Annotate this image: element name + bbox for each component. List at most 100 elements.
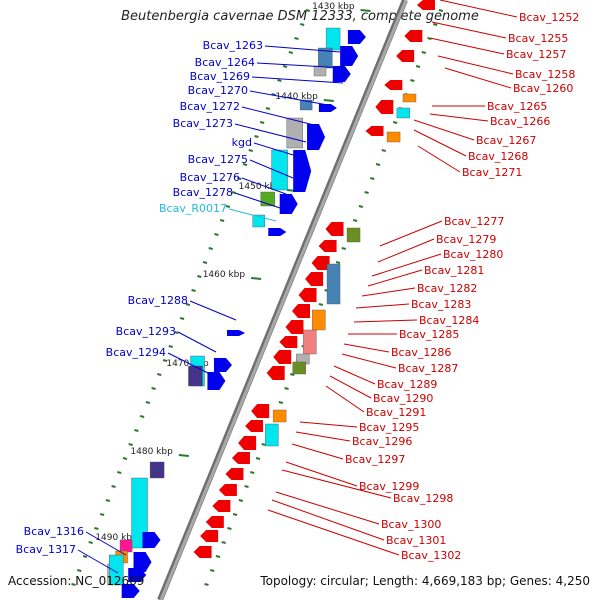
- gene-label-left: Bcav_1316: [24, 525, 84, 538]
- cog-block-reverse: [312, 309, 326, 331]
- track-dot-right: [381, 149, 386, 152]
- track-dot-right: [210, 569, 215, 572]
- gene-label-right: Bcav_1295: [359, 421, 419, 434]
- track-dot-right: [284, 387, 289, 390]
- track-dot-right: [227, 527, 232, 530]
- track-dot-right: [261, 443, 266, 446]
- label-leader-right: [353, 319, 418, 323]
- gene-arrow-forward: [307, 124, 326, 150]
- label-leader-left: [177, 331, 217, 353]
- label-leader-left: [77, 549, 119, 574]
- gene-label-right: Bcav_1267: [476, 134, 536, 147]
- label-leader-right: [377, 238, 435, 263]
- track-dot-left: [151, 387, 156, 390]
- gene-label-right: Bcav_1301: [386, 534, 446, 547]
- track-dot-right: [204, 583, 209, 586]
- label-leader-right: [437, 55, 514, 75]
- gene-label-left: Bcav_R0017: [159, 202, 227, 215]
- track-dot-right: [370, 177, 375, 180]
- label-leader-left: [249, 159, 294, 179]
- label-leader-left: [249, 90, 329, 106]
- track-dot-right: [341, 247, 346, 250]
- gene-label-right: Bcav_1258: [515, 68, 575, 81]
- track-dot-left: [145, 401, 151, 404]
- track-dot-left: [305, 9, 311, 12]
- gene-arrow-reverse: [396, 50, 415, 62]
- label-leader-left: [241, 106, 315, 126]
- label-leader-left: [256, 62, 346, 69]
- gene-label-right: Bcav_1298: [393, 492, 453, 505]
- label-leader-left: [189, 300, 237, 321]
- label-leader-right: [444, 67, 512, 89]
- gene-arrow-reverse: [200, 530, 219, 542]
- gene-label-left: Bcav_1275: [188, 153, 248, 166]
- track-dot-left: [157, 373, 162, 376]
- track-dot-left: [277, 79, 282, 82]
- gene-arrow-reverse: [404, 30, 423, 42]
- cog-block-forward: [119, 539, 133, 553]
- backbone: [159, 0, 408, 600]
- track-dot-right: [415, 65, 421, 68]
- track-dot-left: [191, 289, 196, 292]
- label-leader-right: [329, 375, 372, 399]
- track-dot-left: [117, 471, 122, 474]
- backbone-layer: [157, 0, 408, 600]
- gene-label-right: Bcav_1265: [487, 100, 547, 113]
- gene-arrow-forward: [318, 104, 337, 112]
- gene-label-left: Bcav_1264: [195, 56, 255, 69]
- gene-label-left: Bcav_1269: [190, 70, 250, 83]
- label-leader-right: [291, 443, 344, 460]
- label-leader-left: [234, 192, 281, 209]
- gene-label-right: Bcav_1268: [468, 150, 528, 163]
- cog-block-forward: [325, 27, 341, 51]
- gene-label-right: Bcav_1286: [391, 346, 451, 359]
- cog-block-reverse: [326, 263, 341, 305]
- gene-arrow-reverse: [231, 452, 250, 464]
- gene-arrow-forward: [268, 228, 287, 236]
- gene-arrow-reverse: [212, 500, 231, 512]
- gene-arrow-forward: [128, 568, 147, 582]
- gene-label-right: Bcav_1281: [424, 264, 484, 277]
- track-dot-left: [139, 415, 145, 418]
- topology-text: Topology: circular;: [260, 574, 369, 588]
- track-dot-left: [219, 219, 225, 222]
- gene-arrow-reverse: [305, 272, 324, 286]
- track-dot-right: [352, 219, 358, 222]
- gene-label-right: Bcav_1287: [398, 362, 458, 375]
- track-dot-left: [225, 205, 231, 208]
- gene-arrow-reverse: [384, 80, 403, 90]
- label-leader-left: [251, 76, 344, 84]
- label-leader-right: [431, 21, 507, 39]
- gene-arrow-reverse: [266, 366, 285, 380]
- genes-count-text: Genes: 4,250: [509, 574, 590, 588]
- gene-arrow-reverse: [279, 336, 298, 348]
- genome-stats: Topology: circular; Length: 4,669,183 bp…: [260, 574, 590, 588]
- track-dot-left: [111, 485, 116, 488]
- track-dot-left: [128, 443, 133, 446]
- label-leader-right: [429, 37, 505, 55]
- gene-label-left: Bcav_1263: [203, 39, 263, 52]
- gene-arrow-forward: [340, 46, 359, 66]
- track-dot-left: [231, 191, 236, 194]
- gene-arrow-forward: [347, 30, 366, 44]
- label-leader-right: [343, 343, 390, 353]
- track-dot-left: [99, 513, 105, 516]
- kbp-tick-label: 1490 kbp: [95, 533, 138, 543]
- track-dot-left: [88, 541, 93, 544]
- gene-arrow-reverse: [273, 350, 292, 364]
- cog-block-forward: [271, 149, 288, 191]
- gene-arrow-forward: [332, 66, 351, 82]
- kbp-tick-label: 1440 kbp: [275, 92, 318, 102]
- track-dot-right: [438, 9, 444, 12]
- gene-label-right: Bcav_1283: [411, 298, 471, 311]
- cog-block-reverse: [265, 423, 279, 447]
- gene-arrow-reverse: [365, 126, 384, 136]
- track-dot-left: [185, 303, 191, 306]
- kbp-tick-mark: [360, 9, 371, 12]
- gene-label-right: Bcav_1282: [417, 282, 477, 295]
- kbp-tick-label: 1470 kbp: [166, 359, 209, 369]
- gene-arrow-forward: [133, 552, 152, 572]
- track-dot-left: [271, 93, 276, 96]
- label-leader-left: [264, 45, 341, 53]
- track-dot-left: [197, 275, 202, 278]
